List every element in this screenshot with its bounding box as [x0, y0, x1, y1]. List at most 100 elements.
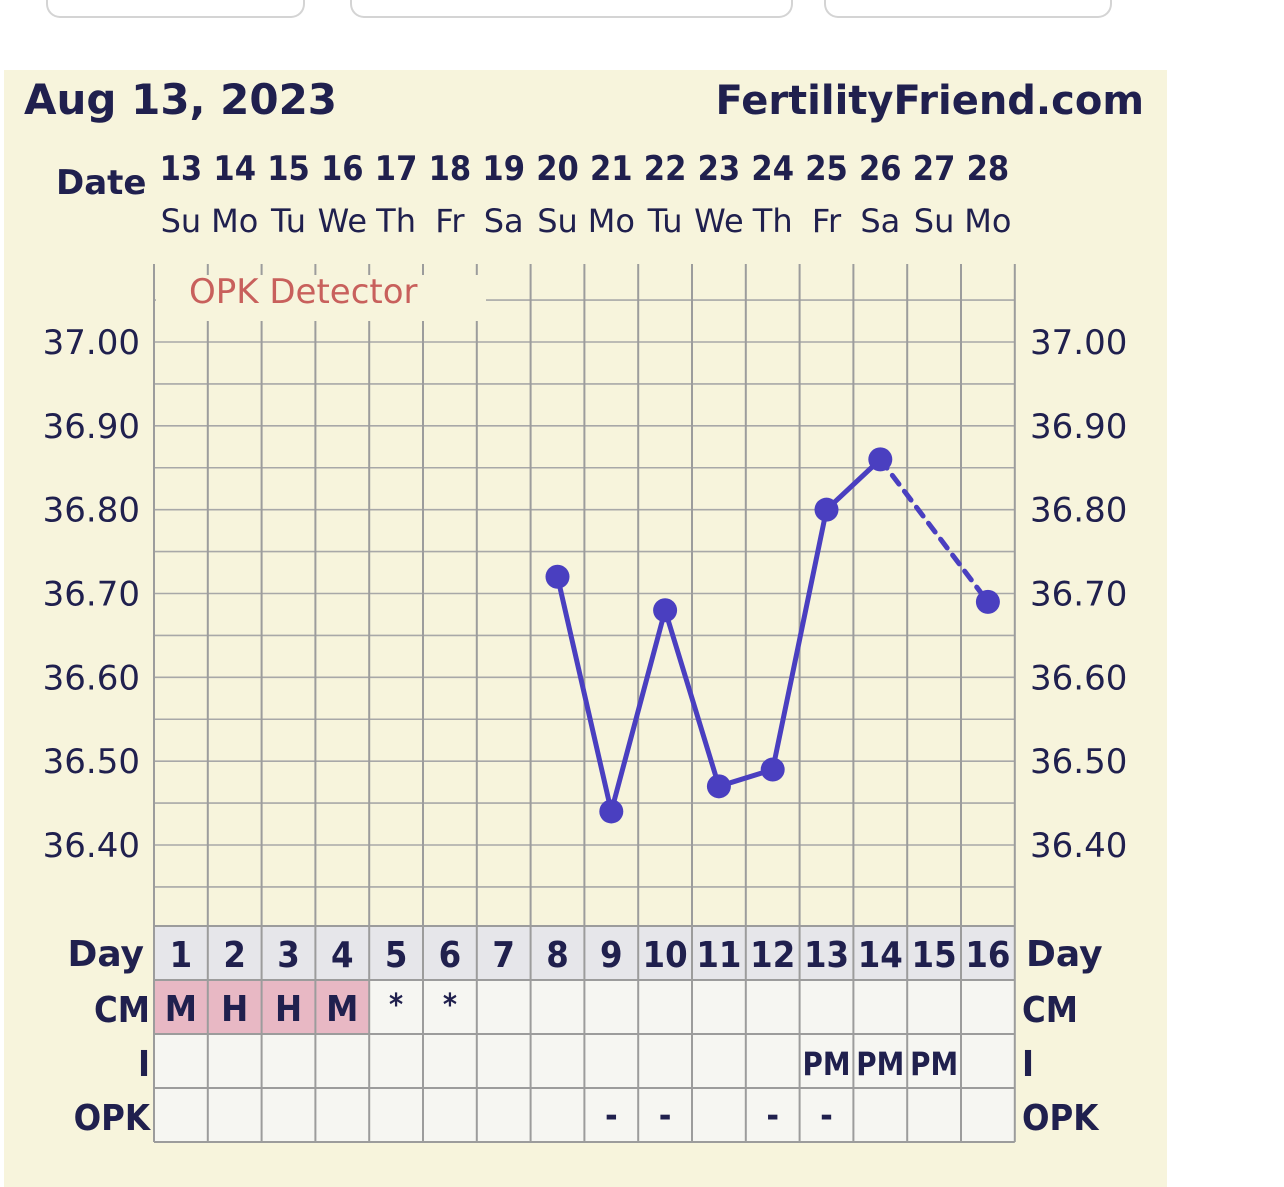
top-button-3[interactable]	[824, 0, 1112, 18]
i-row-label-right: I	[1022, 1044, 1034, 1085]
date-label: 15	[267, 149, 310, 189]
cm-cell-highlight	[154, 980, 208, 1034]
series-segment	[770, 507, 829, 773]
cm-row-label-left: CM	[94, 990, 150, 1031]
y-tick-label: 36.50	[43, 742, 140, 782]
weekday-label: Mo	[964, 202, 1011, 240]
temperature-point	[545, 564, 570, 589]
y-tick-label: 36.90	[1030, 407, 1127, 447]
cycle-table	[153, 925, 1016, 1143]
date-label: 17	[375, 149, 418, 189]
weekday-label: Tu	[647, 202, 683, 240]
top-button-2[interactable]	[350, 0, 793, 18]
cycle-day-label: 9	[600, 935, 623, 976]
cycle-day-label: 3	[277, 935, 300, 976]
opk-value: -	[820, 1096, 833, 1136]
i-row-label-left: I	[138, 1044, 150, 1085]
cycle-day-label: 14	[858, 935, 903, 976]
y-tick-label: 36.60	[1030, 658, 1127, 698]
date-label: 22	[644, 149, 687, 189]
y-tick-label: 36.70	[43, 575, 140, 615]
temperature-lines	[555, 456, 991, 814]
date-label: 25	[805, 149, 848, 189]
weekday-label: Mo	[211, 202, 258, 240]
cm-cell-highlight	[207, 980, 262, 1034]
temperature-point	[868, 447, 893, 472]
weekday-label: Fr	[812, 202, 842, 240]
date-label: 23	[698, 149, 741, 189]
cycle-day-label: 8	[546, 935, 569, 976]
opk-detector-label: OPK Detector	[189, 272, 418, 312]
cycle-day-label: 6	[439, 935, 462, 976]
cycle-table-text: 1 2 3 4 5 6 7 8 9 10 11 12 13 14 15 16M H H M * *PM PM PM- - - -	[165, 935, 1011, 1136]
weekday-label: Mo	[588, 202, 635, 240]
cm-value: M	[326, 989, 358, 1030]
y-tick-label: 36.80	[1030, 491, 1127, 531]
weekday-label: Su	[914, 202, 955, 240]
day-row-label-right: Day	[1026, 934, 1103, 975]
series-segment	[608, 607, 668, 814]
weekday-label: Sa	[484, 202, 524, 240]
cm-value: *	[389, 988, 403, 1023]
opk-value: -	[766, 1096, 779, 1136]
y-tick-label: 36.60	[43, 658, 140, 698]
date-labels: 13 14 15 16 17 18 19 20 21 22 23 24 25 26 27 28	[160, 149, 1010, 189]
y-tick-label: 36.80	[43, 491, 140, 531]
temperature-point	[760, 757, 785, 782]
date-label: 20	[536, 149, 579, 189]
cm-value: *	[443, 988, 457, 1023]
series-segment	[662, 607, 722, 789]
weekday-label: Fr	[435, 202, 465, 240]
date-label: 16	[321, 149, 364, 189]
y-tick-label: 36.70	[1030, 575, 1127, 615]
cycle-day-label: 12	[750, 935, 795, 976]
cycle-day-label: 11	[696, 935, 741, 976]
cycle-day-label: 1	[170, 935, 193, 976]
date-label: 14	[213, 149, 256, 189]
y-axis-left: 37.00 36.90 36.80 36.70 36.60 36.50 36.40	[43, 323, 140, 866]
weekday-label: Th	[752, 202, 793, 240]
date-label: 26	[859, 149, 902, 189]
top-button-1[interactable]	[46, 0, 305, 18]
y-tick-label: 37.00	[43, 323, 140, 363]
date-label: 13	[160, 149, 203, 189]
temperature-point	[814, 497, 839, 522]
cm-row-label-right: CM	[1022, 990, 1078, 1031]
cm-value: H	[275, 989, 302, 1030]
cycle-day-label: 2	[223, 935, 246, 976]
cycle-day-label: 15	[912, 935, 957, 976]
weekday-label: Su	[537, 202, 578, 240]
y-tick-label: 36.40	[1030, 826, 1127, 866]
cycle-day-label: 16	[965, 935, 1010, 976]
weekday-label: We	[694, 202, 743, 240]
intercourse-value: PM	[856, 1045, 904, 1083]
y-tick-label: 36.40	[43, 826, 140, 866]
date-label: 19	[482, 149, 525, 189]
cycle-day-label: 7	[492, 935, 515, 976]
opk-value: -	[605, 1096, 618, 1136]
temperature-point	[975, 589, 1000, 614]
date-label: 27	[913, 149, 956, 189]
chart-date: Aug 13, 2023	[24, 75, 337, 124]
temperature-point	[653, 598, 678, 623]
y-axis-right: 37.00 36.90 36.80 36.70 36.60 36.50 36.40	[1030, 323, 1127, 866]
date-label: 28	[967, 149, 1010, 189]
cm-value: M	[165, 989, 197, 1030]
weekday-label: Su	[161, 202, 202, 240]
cycle-day-label: 10	[643, 935, 688, 976]
weekday-label: Th	[375, 202, 416, 240]
y-tick-label: 37.00	[1030, 323, 1127, 363]
opk-row-label-left: OPK	[74, 1098, 152, 1139]
cycle-day-label: 4	[331, 935, 354, 976]
date-label: 24	[751, 149, 794, 189]
series-segment	[877, 456, 991, 605]
fertility-chart-panel: Aug 13, 2023 FertilityFriend.com Date 13…	[4, 70, 1167, 1187]
cycle-day-label: 5	[385, 935, 408, 976]
date-label: 18	[429, 149, 472, 189]
y-tick-label: 36.50	[1030, 742, 1127, 782]
vertical-gridlines	[153, 264, 1016, 926]
cycle-day-label: 13	[804, 935, 849, 976]
cm-cell-highlight	[261, 980, 316, 1034]
intercourse-value: PM	[803, 1045, 851, 1083]
date-row-label: Date	[56, 163, 146, 203]
